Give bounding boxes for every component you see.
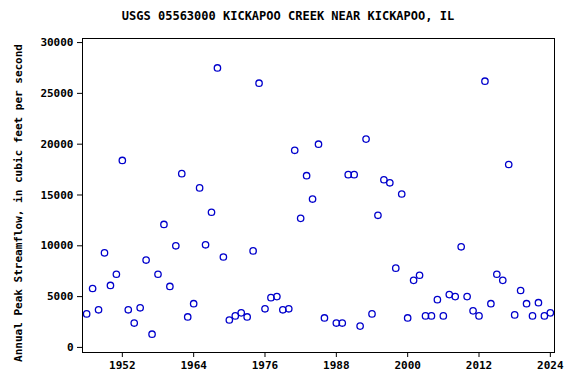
svg-text:20000: 20000 <box>40 138 73 151</box>
svg-text:25000: 25000 <box>40 87 73 100</box>
svg-text:1976: 1976 <box>252 359 279 372</box>
svg-text:1952: 1952 <box>109 359 135 372</box>
svg-text:2024: 2024 <box>537 359 564 372</box>
svg-text:1988: 1988 <box>323 359 350 372</box>
svg-text:15000: 15000 <box>40 189 73 202</box>
html-text:USGS 05563000 KICKAPOO CREEK N: USGS 05563000 KICKAPOO CREEK NEAR KICKAP… <box>121 9 455 23</box>
svg-text:10000: 10000 <box>40 239 73 252</box>
svg-text:30000: 30000 <box>40 36 73 49</box>
svg-text:0: 0 <box>67 341 74 354</box>
svg-text:5000: 5000 <box>47 290 74 303</box>
html-text:Annual Peak Streamflow, in cub: Annual Peak Streamflow, in cubic feet pe… <box>11 44 25 362</box>
svg-text:2000: 2000 <box>394 359 421 372</box>
svg-text:1964: 1964 <box>180 359 207 372</box>
svg-text:2012: 2012 <box>466 359 493 372</box>
